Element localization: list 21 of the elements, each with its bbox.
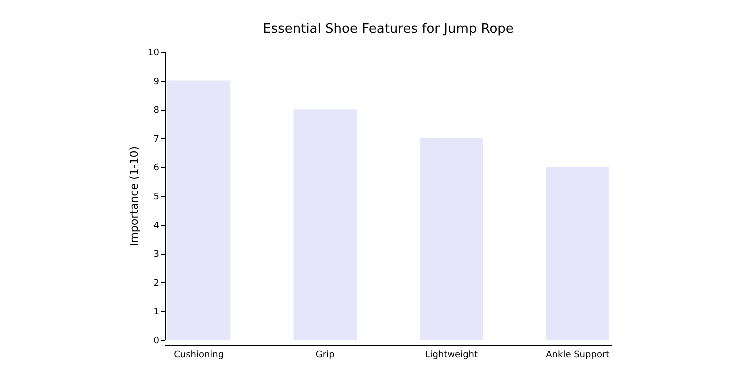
x-tick-label: Ankle Support xyxy=(546,350,610,360)
y-tick-label: 10 xyxy=(148,48,160,58)
y-tick-label: 7 xyxy=(154,134,160,145)
bar xyxy=(420,138,484,340)
y-tick-label: 5 xyxy=(154,192,160,202)
y-tick-label: 1 xyxy=(154,308,160,318)
y-tick-label: 4 xyxy=(154,221,160,232)
bar xyxy=(546,167,610,340)
x-tick-label: Grip xyxy=(316,350,336,360)
y-axis-title: Importance (1-10) xyxy=(128,146,142,247)
y-tick-label: 0 xyxy=(154,336,160,346)
x-tick-label: Cushioning xyxy=(174,350,224,360)
y-tick-label: 9 xyxy=(154,77,160,88)
y-tick-label: 6 xyxy=(154,164,160,174)
bar xyxy=(168,80,231,340)
bar xyxy=(294,110,357,340)
y-tick-label: 8 xyxy=(154,106,160,116)
x-tick-label: Lightweight xyxy=(425,350,479,360)
y-tick-label: 3 xyxy=(154,250,160,260)
y-tick-label: 2 xyxy=(154,278,160,289)
chart-title: Essential Shoe Features for Jump Rope xyxy=(263,22,514,37)
